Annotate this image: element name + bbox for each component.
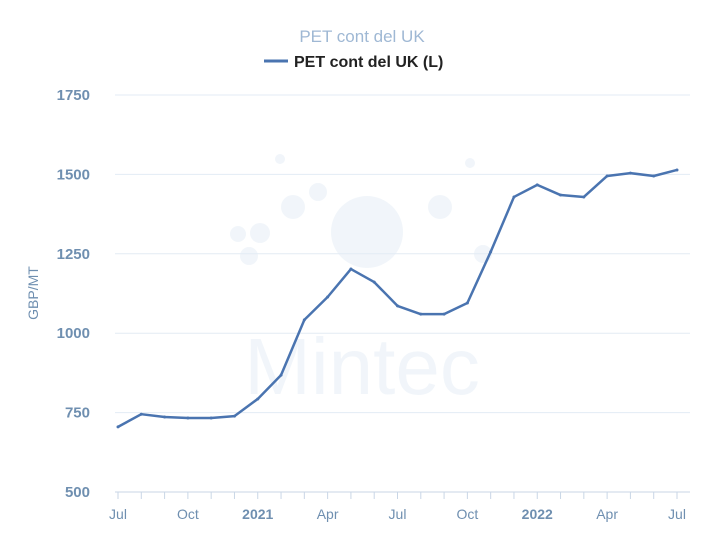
data-point[interactable] xyxy=(396,304,399,308)
y-axis-label: GBP/MT xyxy=(25,266,41,320)
data-point[interactable] xyxy=(652,174,656,178)
chart-title: PET cont del UK xyxy=(299,27,425,46)
data-point[interactable] xyxy=(302,318,306,322)
data-point[interactable] xyxy=(489,250,493,254)
y-tick-label: 1000 xyxy=(57,325,90,342)
y-tick-label: 750 xyxy=(65,405,90,422)
data-point[interactable] xyxy=(582,195,586,199)
x-tick-label: Oct xyxy=(177,506,199,522)
data-point[interactable] xyxy=(512,195,516,199)
data-point[interactable] xyxy=(139,412,143,416)
y-tick-label: 1750 xyxy=(57,87,90,104)
data-point[interactable] xyxy=(372,280,376,284)
y-tick-label: 500 xyxy=(65,484,90,501)
x-tick-label: Jul xyxy=(109,506,127,522)
data-point[interactable] xyxy=(559,193,563,197)
data-point[interactable] xyxy=(605,174,609,178)
watermark-text: Mintec xyxy=(244,322,480,411)
x-tick-label: Apr xyxy=(317,506,339,522)
x-tick-label: 2022 xyxy=(522,506,553,522)
legend-label[interactable]: PET cont del UK (L) xyxy=(294,54,443,71)
data-point[interactable] xyxy=(163,415,167,419)
data-point[interactable] xyxy=(186,416,190,420)
y-tick-label: 1500 xyxy=(57,166,90,183)
x-tick-label: Jul xyxy=(389,506,407,522)
data-point[interactable] xyxy=(279,373,283,377)
data-point[interactable] xyxy=(116,425,120,429)
data-point[interactable] xyxy=(419,312,423,316)
data-point[interactable] xyxy=(442,312,446,316)
y-tick-label: 1250 xyxy=(57,246,90,263)
data-point[interactable] xyxy=(535,183,539,187)
mintec-watermark: Mintec xyxy=(230,154,492,411)
x-tick-label: Oct xyxy=(456,506,478,522)
data-point[interactable] xyxy=(209,416,213,420)
data-point[interactable] xyxy=(465,301,469,305)
x-tick-label: 2021 xyxy=(242,506,273,522)
x-tick-label: Jul xyxy=(668,506,686,522)
data-point[interactable] xyxy=(349,267,353,271)
data-point[interactable] xyxy=(675,168,679,172)
data-point[interactable] xyxy=(326,295,330,299)
x-tick-label: Apr xyxy=(596,506,618,522)
data-point[interactable] xyxy=(256,397,260,401)
data-point[interactable] xyxy=(628,171,632,175)
data-point[interactable] xyxy=(232,414,236,418)
